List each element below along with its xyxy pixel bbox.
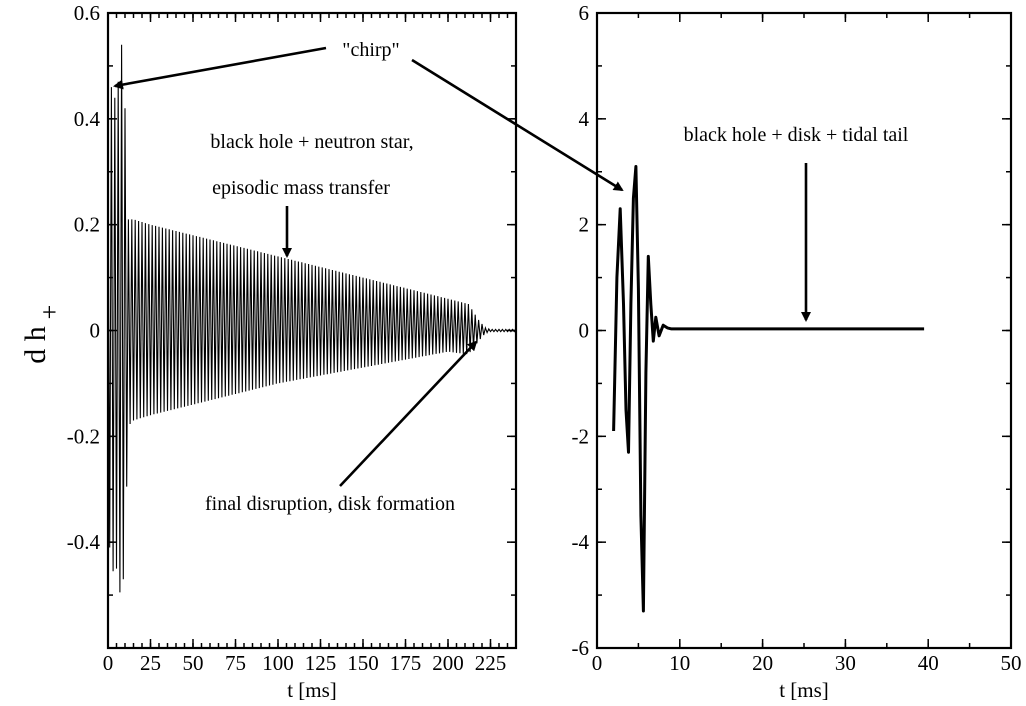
left-x-tick-label: 150 <box>347 651 379 675</box>
left-y-tick-label: 0 <box>90 319 101 343</box>
left-tick-labels: 0 25 50 75 100 125 150 175 200 225 -0.4 -0.2 0 0.2 0.4… <box>67 1 507 675</box>
left-series-layer <box>107 44 517 593</box>
left-series-line <box>107 44 517 593</box>
arrow-chirp-right <box>411 58 624 192</box>
right-tick-labels: 0 10 20 30 40 50 -6 -4 -2 0 2 4 6 <box>572 1 1022 675</box>
right-x-tick-label: 0 <box>592 651 603 675</box>
y-axis-title-subscript: + <box>35 305 64 320</box>
left-x-tick-label: 225 <box>475 651 507 675</box>
right-y-tick-label: 6 <box>579 1 590 25</box>
left-x-tick-label: 100 <box>262 651 294 675</box>
left-y-tick-label: -0.2 <box>67 424 100 448</box>
annotation-final-disruption: final disruption, disk formation <box>205 493 455 515</box>
left-x-tick-label: 50 <box>183 651 204 675</box>
left-plot-frame <box>106 11 518 650</box>
annotation-bh-ns-line2: episodic mass transfer <box>212 177 390 199</box>
right-x-tick-label: 40 <box>918 651 939 675</box>
right-x-tick-label: 10 <box>669 651 690 675</box>
right-ticks <box>596 12 1012 649</box>
left-x-tick-label: 200 <box>432 651 464 675</box>
y-axis-title: d h + <box>19 305 64 364</box>
annotation-bh-disk-tail: black hole + disk + tidal tail <box>684 124 909 146</box>
right-x-tick-label: 50 <box>1001 651 1022 675</box>
left-x-tick-label: 175 <box>390 651 422 675</box>
arrow-final-disruption <box>339 340 478 487</box>
right-y-tick-label: 4 <box>579 107 590 131</box>
left-x-tick-label: 75 <box>225 651 246 675</box>
right-x-tick-label: 30 <box>835 651 856 675</box>
left-x-axis-title: t [ms] <box>287 678 337 702</box>
annotation-chirp: "chirp" <box>342 39 399 61</box>
right-series-line <box>612 165 925 613</box>
arrow-chirp-left <box>113 46 327 90</box>
annotation-bh-ns-line1: black hole + neutron star, <box>210 131 413 153</box>
left-y-tick-label: -0.4 <box>67 530 101 554</box>
left-x-tick-label: 25 <box>140 651 161 675</box>
right-y-tick-label: -6 <box>572 636 590 660</box>
left-x-tick-label: 0 <box>103 651 114 675</box>
right-panel: 0 10 20 30 40 50 -6 -4 -2 0 2 4 6 t [ms] black hole … <box>411 1 1022 702</box>
left-panel: 0 25 50 75 100 125 150 175 200 225 -0.4 -0.2 0 0.2 0.4… <box>67 1 518 702</box>
right-x-axis-title: t [ms] <box>779 678 829 702</box>
y-axis-title-main: d h <box>19 326 52 364</box>
right-series-layer <box>612 165 925 613</box>
right-y-tick-label: -2 <box>572 424 590 448</box>
right-y-tick-label: 0 <box>579 319 590 343</box>
right-y-tick-label: -4 <box>572 530 590 554</box>
right-y-tick-label: 2 <box>579 213 590 237</box>
left-x-tick-label: 125 <box>305 651 337 675</box>
left-y-tick-label: 0.6 <box>74 1 100 25</box>
left-ticks <box>107 12 517 649</box>
right-x-tick-label: 20 <box>752 651 773 675</box>
left-y-tick-label: 0.2 <box>74 213 100 237</box>
left-y-tick-label: 0.4 <box>74 107 101 131</box>
